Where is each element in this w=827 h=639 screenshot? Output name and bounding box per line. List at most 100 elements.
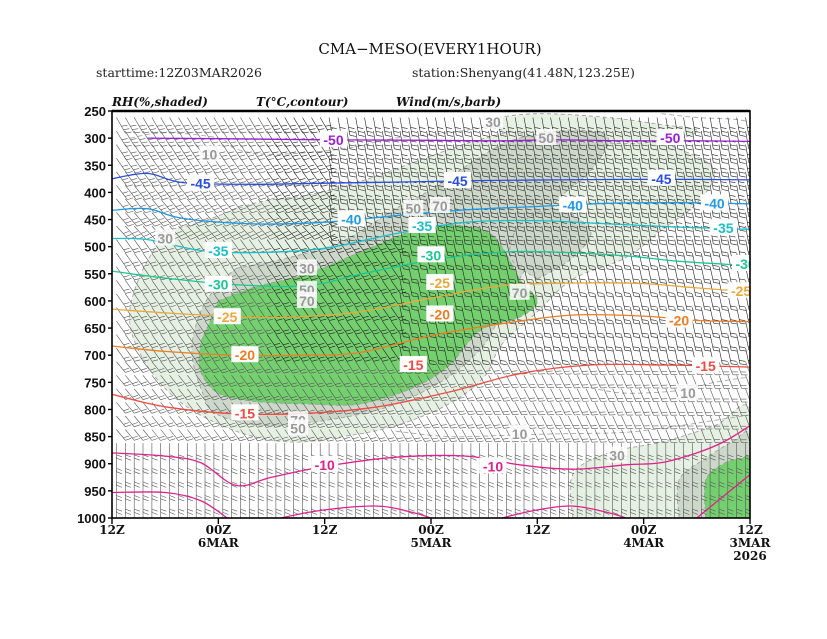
wind-barb-feather (597, 239, 604, 242)
wind-barb-feather (187, 278, 194, 281)
wind-barb-feather (632, 208, 639, 211)
wind-barb-feather (248, 168, 255, 171)
wind-barb-feather (704, 148, 711, 151)
wind-barb-feather (308, 382, 315, 385)
wind-barb (656, 307, 661, 324)
wind-barb-feather (204, 207, 211, 211)
wind-barb-feather (722, 255, 729, 257)
wind-barb-feather (355, 318, 362, 321)
wind-barb-feather (384, 212, 391, 215)
wind-barb-feather (570, 346, 577, 348)
wind-barb-feather (375, 212, 382, 215)
wind-barb (373, 212, 377, 231)
wind-barb-feather (455, 305, 462, 308)
wind-barb-feather (669, 309, 676, 311)
wind-barb-feather (722, 349, 729, 352)
wind-barb-feather (384, 131, 391, 133)
wind-barb-feather (624, 319, 631, 321)
wind-barb-feather (482, 134, 489, 137)
wind-barb-feather (169, 305, 176, 308)
wind-barb (692, 239, 696, 256)
wind-barb-feather (508, 319, 515, 321)
wind-barb-feather (123, 275, 130, 278)
wind-barb-feather (447, 134, 454, 137)
wind-barb-feather (650, 158, 657, 160)
wind-barb-feather (668, 162, 675, 164)
wind-barb-feather (189, 210, 196, 214)
wind-barb-feather (127, 210, 134, 214)
wind-barb-feather (331, 158, 338, 160)
wind-barb-feather (623, 198, 630, 201)
wind-barb-feather (304, 197, 311, 200)
wind-barb-feather (580, 216, 587, 219)
wind-barb-feather (308, 178, 315, 181)
wind-barb-feather (570, 185, 577, 187)
wind-barb-feather (544, 305, 551, 308)
wind-barb-feather (437, 292, 445, 294)
wind-barb-feather (455, 251, 462, 253)
wind-barb-feather (429, 360, 436, 362)
wind-barb-feather (420, 134, 427, 137)
wind-barb-feather (445, 167, 452, 170)
wind-barb (187, 375, 197, 387)
wind-barb (417, 293, 422, 310)
wind-barb-feather (499, 235, 506, 238)
wind-barb-feather (544, 278, 551, 281)
wind-barb-feather (229, 329, 236, 332)
wind-barb (497, 253, 502, 269)
wind-barb (373, 198, 377, 217)
wind-barb (355, 158, 360, 176)
wind-barb-feather (205, 345, 212, 348)
wind-barb (169, 347, 180, 362)
wind-barb-feather (401, 154, 408, 156)
wind-barb (745, 144, 749, 163)
wind-barb-feather (571, 255, 578, 257)
wind-barb-feather (562, 265, 569, 267)
wind-barb (630, 212, 634, 231)
wind-barb-feather (383, 195, 390, 197)
wind-barb (187, 361, 197, 373)
wind-barb-feather (606, 198, 613, 201)
wind-barb-feather (225, 210, 231, 214)
wind-barb (169, 171, 181, 187)
wind-barb-feather (676, 208, 683, 211)
wind-barb-feather (588, 292, 595, 294)
wind-barb-feather (615, 144, 622, 147)
wind-barb (594, 144, 599, 163)
wind-barb (701, 375, 707, 389)
wind-barb-feather (748, 251, 750, 253)
wind-barb-feather (668, 265, 675, 267)
wind-barb (709, 334, 714, 351)
wind-barb-feather (606, 185, 613, 187)
wind-barb-feather (535, 189, 542, 191)
wind-barb-feather (143, 234, 150, 237)
wind-barb-feather (391, 291, 398, 294)
wind-barb-feather (525, 195, 532, 197)
wind-barb (550, 171, 555, 190)
wind-barb (665, 293, 670, 310)
wind-barb-feather (251, 210, 258, 214)
wind-barb-feather (196, 220, 203, 224)
wind-barb-feather (385, 189, 392, 191)
wind-barb-feather (739, 363, 747, 365)
wind-barb-feather (267, 318, 274, 321)
wind-barb (488, 320, 493, 337)
wind-barb-feather (526, 171, 533, 174)
wind-barb (257, 266, 268, 281)
wind-barb (355, 225, 360, 244)
wind-barb-feather (169, 384, 176, 387)
wind-barb-feather (429, 189, 436, 191)
wind-barb-feather (160, 220, 167, 224)
wind-barb-feather (508, 198, 515, 201)
wind-barb (222, 212, 235, 227)
wind-barb (364, 280, 374, 294)
wind-barb-feather (282, 368, 289, 371)
wind-barb-feather (562, 175, 569, 178)
wind-barb-feather (642, 322, 649, 325)
wind-barb-feather (624, 243, 631, 246)
wind-barb-feather (588, 239, 595, 242)
wind-barb (240, 117, 250, 134)
wind-barb-feather (570, 319, 577, 321)
wind-barb-feather (300, 231, 307, 234)
wind-barb-feather (205, 318, 212, 321)
